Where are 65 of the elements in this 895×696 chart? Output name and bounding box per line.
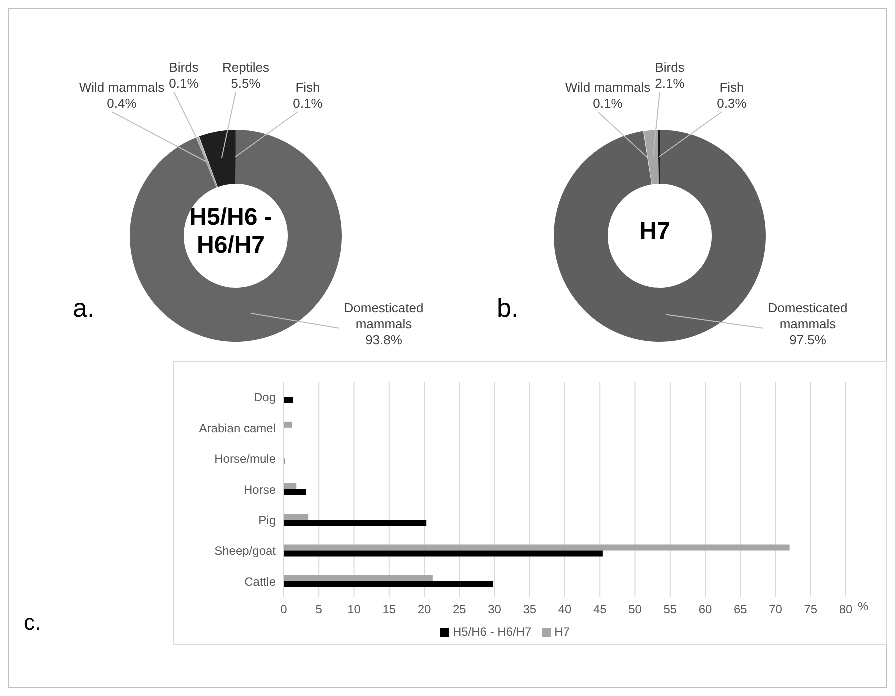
text: H7 bbox=[640, 218, 670, 245]
slice-label: Reptiles bbox=[222, 60, 270, 75]
x-tick-label: 75 bbox=[804, 602, 818, 617]
data-label: 93.8% bbox=[366, 332, 403, 348]
bar bbox=[284, 489, 306, 496]
legend-label: H7 bbox=[554, 625, 570, 639]
data-label: 0.1% bbox=[169, 76, 200, 91]
x-tick-label: 70 bbox=[769, 602, 783, 617]
x-tick-label: 15 bbox=[382, 602, 396, 617]
data-label: 2.1% bbox=[655, 76, 686, 91]
x-axis-title: % bbox=[858, 599, 869, 614]
text: a. bbox=[73, 293, 95, 324]
bar bbox=[284, 582, 494, 588]
slice-label: Domesticated mammals bbox=[344, 300, 424, 332]
y-tick-label: Horse/mule bbox=[214, 452, 276, 466]
y-tick-label: Dog bbox=[254, 390, 276, 405]
donut-slice bbox=[644, 130, 660, 185]
x-tick-label: 45 bbox=[593, 602, 608, 617]
slice-label: Birds bbox=[169, 60, 200, 75]
x-tick-label: 80 bbox=[839, 602, 853, 617]
text: H5/H6 - H6/H7 bbox=[190, 204, 272, 259]
text: c. bbox=[24, 610, 42, 636]
x-tick-label: 5 bbox=[316, 602, 323, 617]
x-tick-label: 25 bbox=[452, 602, 467, 617]
bar bbox=[284, 576, 433, 582]
slice-label: Wild mammals bbox=[565, 80, 652, 95]
donut-slice bbox=[199, 130, 236, 188]
bar bbox=[284, 397, 294, 404]
y-tick-label: Horse bbox=[244, 482, 276, 497]
slice-label: Wild mammals bbox=[79, 80, 166, 95]
y-tick-label: Cattle bbox=[244, 574, 276, 589]
data-label: 0.1% bbox=[293, 96, 324, 111]
bar bbox=[284, 422, 292, 428]
x-tick-label: 55 bbox=[664, 602, 678, 617]
x-tick-label: 0 bbox=[280, 602, 288, 617]
x-tick-label: 50 bbox=[628, 602, 642, 617]
x-tick-label: 30 bbox=[488, 602, 502, 617]
bar bbox=[284, 483, 297, 490]
donut-slice bbox=[130, 130, 342, 342]
x-tick-label: 40 bbox=[558, 602, 572, 617]
donut-slice bbox=[554, 130, 766, 342]
slice-label: Birds bbox=[655, 60, 686, 75]
x-tick-label: 60 bbox=[698, 602, 712, 617]
y-tick-label: Arabian camel bbox=[199, 421, 276, 436]
bar bbox=[284, 520, 427, 526]
data-label: 5.5% bbox=[231, 76, 262, 91]
slice-label: Fish bbox=[720, 80, 744, 95]
data-label: 0.3% bbox=[717, 96, 748, 111]
text: b. bbox=[497, 293, 519, 324]
legend-label: H5/H6 - H6/H7 bbox=[452, 625, 532, 639]
bar bbox=[284, 514, 309, 520]
bar bbox=[284, 550, 603, 557]
x-tick-label: 20 bbox=[418, 602, 432, 617]
x-tick-label: 35 bbox=[523, 602, 537, 617]
slice-label: Domesticated mammals bbox=[768, 300, 848, 332]
x-tick-label: 65 bbox=[734, 602, 748, 617]
bar bbox=[284, 544, 790, 551]
donut-slice bbox=[643, 131, 652, 185]
x-tick-label: 10 bbox=[348, 602, 362, 617]
data-label: 0.4% bbox=[107, 96, 138, 111]
y-tick-label: Sheep/goat bbox=[214, 544, 277, 558]
data-label: 97.5% bbox=[790, 332, 827, 348]
y-tick-label: Pig bbox=[258, 513, 276, 528]
slice-label: Fish bbox=[296, 80, 320, 95]
data-label: 0.1% bbox=[593, 96, 624, 111]
